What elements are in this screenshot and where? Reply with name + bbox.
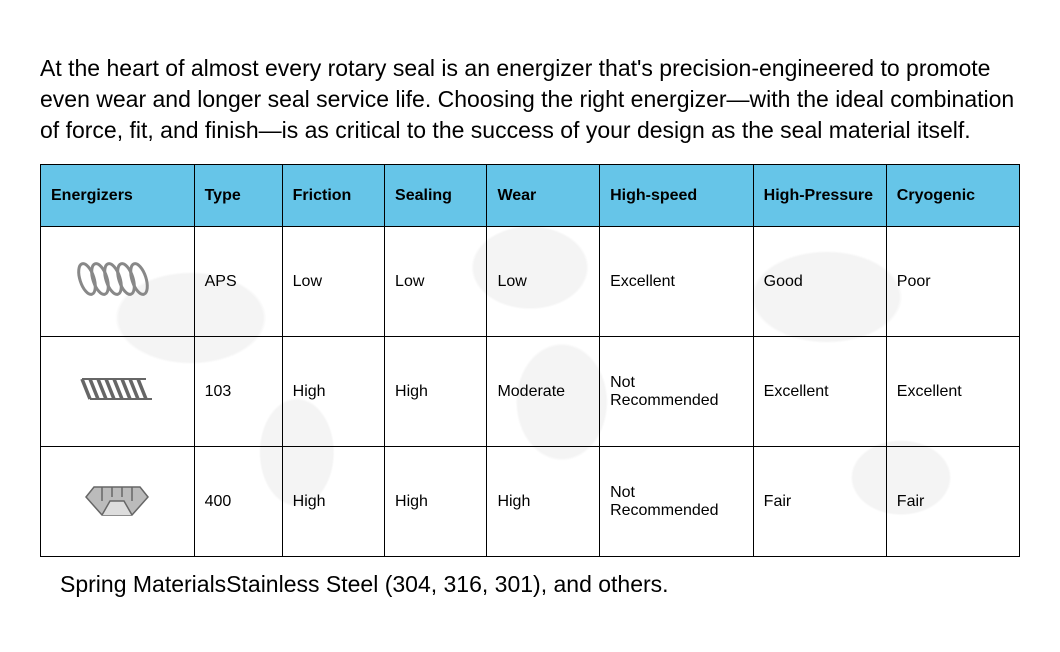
cell-high-pressure: Good bbox=[753, 227, 886, 337]
cell-cryogenic: Fair bbox=[886, 447, 1019, 557]
v-spring-icon bbox=[72, 475, 162, 523]
cell-type: 103 bbox=[194, 337, 282, 447]
table-row: 103 High High Moderate Not Recommended E… bbox=[41, 337, 1020, 447]
col-header-high-pressure: High-Pressure bbox=[753, 165, 886, 227]
cell-high-pressure: Excellent bbox=[753, 337, 886, 447]
table-row: 400 High High High Not Recommended Fair … bbox=[41, 447, 1020, 557]
cell-sealing: High bbox=[385, 337, 487, 447]
table-header-row: Energizers Type Friction Sealing Wear Hi… bbox=[41, 165, 1020, 227]
cell-cryogenic: Excellent bbox=[886, 337, 1019, 447]
intro-paragraph: At the heart of almost every rotary seal… bbox=[40, 53, 1020, 146]
col-header-energizers: Energizers bbox=[41, 165, 195, 227]
cell-friction: High bbox=[282, 337, 384, 447]
cell-high-speed: Excellent bbox=[600, 227, 754, 337]
table-row: APS Low Low Low Excellent Good Poor bbox=[41, 227, 1020, 337]
energizer-icon-cell bbox=[41, 337, 195, 447]
energizer-comparison-table: Energizers Type Friction Sealing Wear Hi… bbox=[40, 164, 1020, 557]
spring-materials-note: Spring MaterialsStainless Steel (304, 31… bbox=[40, 571, 1020, 598]
cell-type: 400 bbox=[194, 447, 282, 557]
col-header-wear: Wear bbox=[487, 165, 600, 227]
helical-spring-icon bbox=[72, 255, 162, 303]
cell-wear: Low bbox=[487, 227, 600, 337]
col-header-friction: Friction bbox=[282, 165, 384, 227]
col-header-cryogenic: Cryogenic bbox=[886, 165, 1019, 227]
cell-sealing: High bbox=[385, 447, 487, 557]
cell-high-pressure: Fair bbox=[753, 447, 886, 557]
cell-cryogenic: Poor bbox=[886, 227, 1019, 337]
cell-friction: High bbox=[282, 447, 384, 557]
canted-coil-spring-icon bbox=[72, 365, 162, 413]
col-header-type: Type bbox=[194, 165, 282, 227]
cell-type: APS bbox=[194, 227, 282, 337]
cell-high-speed: Not Recommended bbox=[600, 337, 754, 447]
energizer-icon-cell bbox=[41, 447, 195, 557]
cell-wear: Moderate bbox=[487, 337, 600, 447]
col-header-high-speed: High-speed bbox=[600, 165, 754, 227]
col-header-sealing: Sealing bbox=[385, 165, 487, 227]
cell-friction: Low bbox=[282, 227, 384, 337]
energizer-icon-cell bbox=[41, 227, 195, 337]
cell-high-speed: Not Recommended bbox=[600, 447, 754, 557]
cell-wear: High bbox=[487, 447, 600, 557]
cell-sealing: Low bbox=[385, 227, 487, 337]
